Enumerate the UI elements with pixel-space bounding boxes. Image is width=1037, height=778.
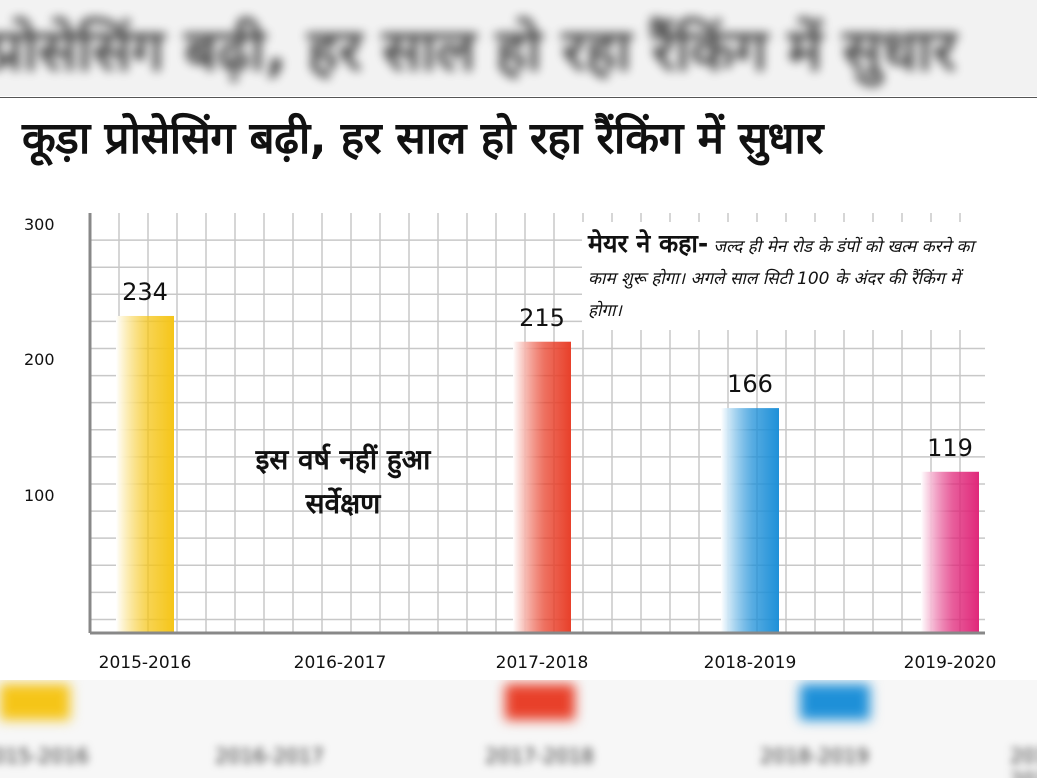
blurred-color-chip: [0, 684, 70, 720]
bar: [721, 408, 779, 633]
blurred-year-label: 2019-2020: [1010, 744, 1037, 778]
blurred-year-label: 2015-2016: [0, 744, 90, 768]
mayor-quote-heading: मेयर ने कहा-: [588, 229, 709, 258]
x-tick-label: 2018-2019: [703, 653, 797, 673]
blurred-color-chip: [505, 684, 575, 720]
x-tick-label: 2017-2018: [495, 653, 589, 673]
chart-bars: [116, 315, 979, 633]
header-divider: [0, 97, 1037, 98]
blurred-header-text: प्रोसेसिंग बढ़ी, हर साल हो रहा रैंकिंग म…: [0, 16, 957, 84]
bar-value-label: 119: [927, 433, 973, 462]
blurred-year-label: 2018-2019: [760, 744, 870, 768]
bar-value-label: 215: [519, 303, 565, 332]
no-survey-annotation: इस वर्ष नहीं हुआ सर्वेक्षण: [255, 443, 431, 520]
y-tick-label: 100: [24, 485, 55, 505]
x-tick-label: 2019-2020: [903, 653, 997, 673]
blurred-color-chip: [800, 684, 870, 720]
bar-chart: [88, 213, 985, 635]
bar: [513, 341, 571, 633]
mayor-quote-text: जल्द ही मेन रोड के डंपों को खत्म करने का…: [588, 237, 974, 321]
bar-value-label: 234: [122, 277, 168, 306]
blurred-footer-strip: 2015-2016 2016-2017 2017-2018 2018-2019 2019…: [0, 680, 1037, 778]
bar: [116, 315, 174, 633]
blurred-year-label: 2016-2017: [215, 744, 325, 768]
x-tick-label: 2015-2016: [98, 653, 192, 673]
chart-axes: [88, 213, 985, 635]
y-tick-label: 200: [24, 350, 55, 370]
y-tick-label: 300: [24, 214, 55, 234]
blurred-year-label: 2017-2018: [485, 744, 595, 768]
blurred-header-strip: प्रोसेसिंग बढ़ी, हर साल हो रहा रैंकिंग म…: [0, 0, 1037, 96]
bar-value-label: 166: [727, 370, 773, 399]
bar: [921, 471, 979, 633]
mayor-quote-box: मेयर ने कहा- जल्द ही मेन रोड के डंपों को…: [582, 222, 990, 330]
x-tick-label: 2016-2017: [293, 653, 387, 673]
chart-title: कूड़ा प्रोसेसिंग बढ़ी, हर साल हो रहा रैं…: [22, 113, 824, 164]
